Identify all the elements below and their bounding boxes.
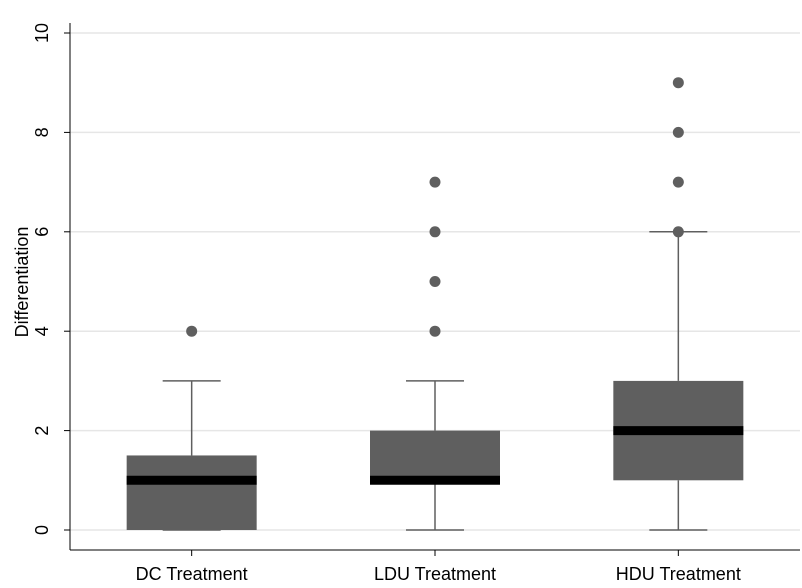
x-tick-label: DC Treatment (136, 564, 248, 583)
y-tick-label: 8 (32, 127, 52, 137)
outlier (186, 325, 198, 337)
outlier (672, 226, 684, 238)
x-tick-label: HDU Treatment (616, 564, 741, 583)
box (126, 455, 257, 530)
y-tick-label: 4 (32, 326, 52, 336)
y-tick-label: 0 (32, 525, 52, 535)
outlier (429, 226, 441, 238)
outlier (672, 126, 684, 138)
box (370, 430, 500, 481)
x-tick-label: LDU Treatment (374, 564, 496, 583)
outlier (429, 176, 441, 188)
outlier (672, 176, 684, 188)
outlier (672, 77, 684, 89)
outlier (429, 325, 441, 337)
y-tick-label: 10 (32, 23, 52, 43)
y-tick-label: 6 (32, 227, 52, 237)
y-axis-title: Differentiation (12, 227, 32, 338)
y-tick-label: 2 (32, 426, 52, 436)
outlier (429, 276, 441, 287)
